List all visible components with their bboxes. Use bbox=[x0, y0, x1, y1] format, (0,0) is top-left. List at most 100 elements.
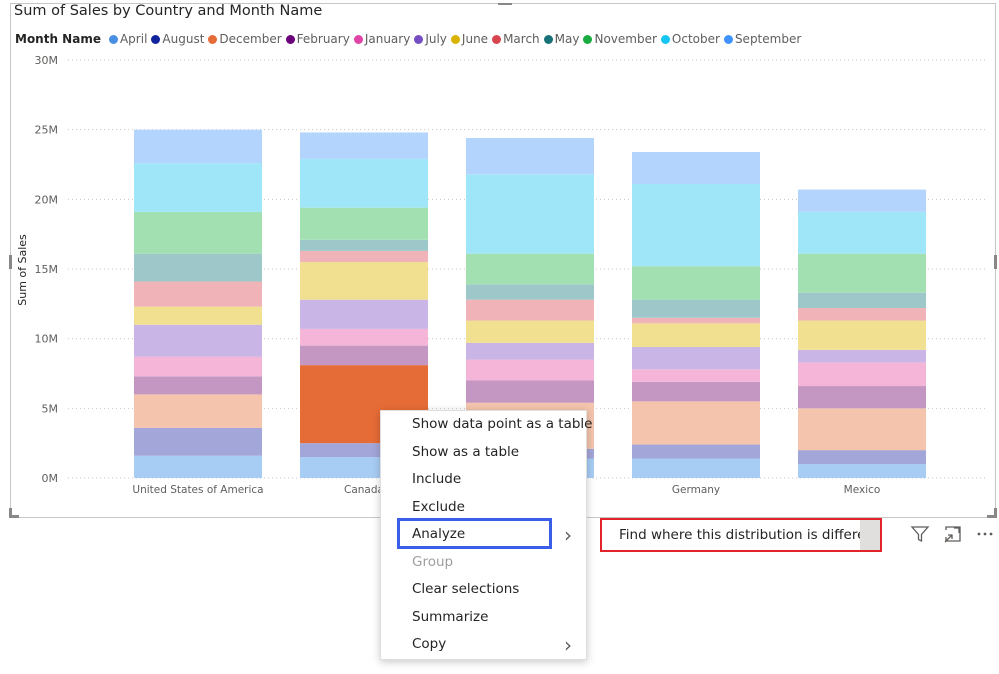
legend-item-october[interactable]: October bbox=[660, 32, 720, 46]
menu-item-show-as-a-table[interactable]: Show as a table bbox=[412, 444, 520, 460]
bar-canada-september[interactable] bbox=[300, 132, 428, 159]
menu-item-clear-selections[interactable]: Clear selections bbox=[412, 581, 520, 597]
legend-item-july[interactable]: July bbox=[414, 32, 447, 46]
bar-france-may[interactable] bbox=[466, 284, 594, 300]
resize-handle-top[interactable] bbox=[498, 3, 512, 5]
bar-united-states-of-america-may[interactable] bbox=[134, 253, 262, 282]
bar-mexico-august[interactable] bbox=[798, 450, 926, 465]
y-tick-label: 5M bbox=[42, 402, 59, 415]
legend-item-may[interactable]: May bbox=[543, 32, 579, 46]
bar-mexico-june[interactable] bbox=[798, 320, 926, 350]
bar-canada-july[interactable] bbox=[300, 299, 428, 329]
legend-item-december[interactable]: December bbox=[208, 32, 282, 46]
bar-united-states-of-america-november[interactable] bbox=[134, 211, 262, 254]
bar-france-july[interactable] bbox=[466, 342, 594, 360]
bar-mexico-may[interactable] bbox=[798, 292, 926, 309]
bar-mexico-november[interactable] bbox=[798, 253, 926, 293]
bar-germany-august[interactable] bbox=[632, 444, 760, 459]
bar-germany-september[interactable] bbox=[632, 151, 760, 185]
bar-canada-february[interactable] bbox=[300, 345, 428, 366]
bar-germany-june[interactable] bbox=[632, 323, 760, 348]
bar-mexico-february[interactable] bbox=[798, 386, 926, 409]
menu-item-analyze[interactable]: Analyze bbox=[412, 526, 466, 542]
legend-item-march[interactable]: March bbox=[492, 32, 540, 46]
chevron-right-icon: › bbox=[564, 523, 572, 547]
bar-mexico-april[interactable] bbox=[798, 464, 926, 478]
submenu-scrollbar[interactable] bbox=[860, 520, 880, 550]
resize-handle-bottom-right-v[interactable] bbox=[994, 508, 997, 518]
bar-mexico-december[interactable] bbox=[798, 408, 926, 451]
legend-item-june[interactable]: June bbox=[450, 32, 488, 46]
bar-united-states-of-america-august[interactable] bbox=[134, 427, 262, 456]
bar-canada-may[interactable] bbox=[300, 239, 428, 251]
x-tick-label: Canada bbox=[344, 484, 384, 496]
bar-france-june[interactable] bbox=[466, 320, 594, 343]
y-tick-label: 30M bbox=[35, 54, 59, 67]
resize-handle-bottom-right[interactable] bbox=[987, 515, 997, 518]
bar-canada-march[interactable] bbox=[300, 250, 428, 263]
bar-germany-february[interactable] bbox=[632, 381, 760, 402]
legend-item-january[interactable]: January bbox=[353, 32, 410, 46]
bar-united-states-of-america-june[interactable] bbox=[134, 306, 262, 325]
bar-germany-march[interactable] bbox=[632, 317, 760, 324]
legend-item-april[interactable]: April bbox=[108, 32, 147, 46]
resize-handle-bottom-left[interactable] bbox=[9, 515, 19, 518]
bar-germany-july[interactable] bbox=[632, 347, 760, 370]
bar-mexico-july[interactable] bbox=[798, 349, 926, 363]
bar-united-states-of-america-march[interactable] bbox=[134, 281, 262, 307]
legend-label: March bbox=[503, 32, 540, 46]
bar-france-october[interactable] bbox=[466, 174, 594, 254]
menu-item-exclude[interactable]: Exclude bbox=[412, 499, 465, 515]
focus-mode-icon[interactable] bbox=[943, 524, 963, 544]
x-axis-ticks: United States of America Canada Germany Mex… bbox=[132, 484, 880, 496]
bar-mexico-september[interactable] bbox=[798, 189, 926, 212]
bar-united-states-of-america-december[interactable] bbox=[134, 394, 262, 428]
bar-germany-january[interactable] bbox=[632, 369, 760, 382]
filter-icon[interactable] bbox=[910, 524, 930, 544]
bar-united-states-of-america-april[interactable] bbox=[134, 455, 262, 478]
bar-france-february[interactable] bbox=[466, 380, 594, 403]
legend-item-august[interactable]: August bbox=[151, 32, 204, 46]
bar-canada-november[interactable] bbox=[300, 207, 428, 240]
menu-item-copy[interactable]: Copy bbox=[412, 636, 447, 652]
legend-item-february[interactable]: February bbox=[285, 32, 350, 46]
bar-france-november[interactable] bbox=[466, 253, 594, 285]
legend-dot bbox=[450, 34, 460, 44]
bar-canada-october[interactable] bbox=[300, 158, 428, 208]
bar-germany-november[interactable] bbox=[632, 266, 760, 300]
legend-item-november[interactable]: November bbox=[583, 32, 657, 46]
bar-germany-may[interactable] bbox=[632, 299, 760, 318]
resize-handle-bottom-left-v[interactable] bbox=[9, 508, 12, 518]
more-options-icon[interactable] bbox=[975, 524, 995, 544]
menu-item-show-data-point-as-a-table[interactable]: Show data point as a table bbox=[412, 416, 593, 432]
bar-germany-april[interactable] bbox=[632, 458, 760, 478]
find-distribution-different-item[interactable]: Find where this distribution is differen… bbox=[619, 527, 880, 543]
analyze-submenu[interactable]: Find where this distribution is differen… bbox=[600, 518, 882, 552]
bar-united-states-of-america-february[interactable] bbox=[134, 376, 262, 395]
bar-united-states-of-america-july[interactable] bbox=[134, 324, 262, 357]
bar-france-september[interactable] bbox=[466, 138, 594, 175]
legend-dot bbox=[723, 34, 733, 44]
menu-item-include[interactable]: Include bbox=[412, 471, 462, 487]
bar-mexico-october[interactable] bbox=[798, 211, 926, 254]
bar-france-march[interactable] bbox=[466, 299, 594, 321]
bar-canada-january[interactable] bbox=[300, 328, 428, 346]
legend-item-september[interactable]: September bbox=[723, 32, 802, 46]
menu-item-summarize[interactable]: Summarize bbox=[412, 609, 489, 625]
bar-germany-october[interactable] bbox=[632, 184, 760, 267]
bar-canada-june[interactable] bbox=[300, 262, 428, 300]
legend-dot bbox=[208, 34, 218, 44]
resize-handle-right[interactable] bbox=[994, 255, 997, 269]
bar-mexico-january[interactable] bbox=[798, 362, 926, 387]
bar-france-january[interactable] bbox=[466, 359, 594, 381]
bar-mexico-march[interactable] bbox=[798, 308, 926, 321]
legend-dot bbox=[492, 34, 502, 44]
bar-united-states-of-america-september[interactable] bbox=[134, 129, 262, 164]
bar-germany-december[interactable] bbox=[632, 401, 760, 445]
legend-label: September bbox=[734, 32, 802, 46]
bar-united-states-of-america-october[interactable] bbox=[134, 163, 262, 212]
legend-dot bbox=[414, 34, 424, 44]
resize-handle-left[interactable] bbox=[9, 255, 12, 269]
stacked-column-chart[interactable]: 0M 5M 10M 15M 20M 25M 30M United States of Ame… bbox=[0, 0, 999, 520]
bar-united-states-of-america-january[interactable] bbox=[134, 356, 262, 377]
